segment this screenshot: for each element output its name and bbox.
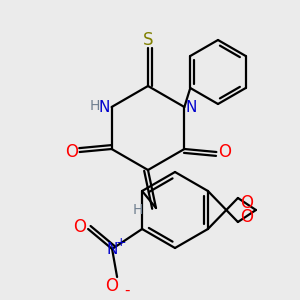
Text: -: - <box>124 283 130 298</box>
Text: O: O <box>74 218 87 236</box>
Text: +: + <box>116 236 126 248</box>
Text: O: O <box>65 143 78 161</box>
Text: H: H <box>89 99 100 113</box>
Text: N: N <box>106 242 118 256</box>
Text: O: O <box>218 143 231 161</box>
Text: O: O <box>106 277 118 295</box>
Text: O: O <box>240 194 254 212</box>
Text: S: S <box>143 31 153 49</box>
Text: O: O <box>240 208 254 226</box>
Text: H: H <box>133 203 143 217</box>
Text: N: N <box>186 100 197 115</box>
Text: N: N <box>99 100 110 115</box>
